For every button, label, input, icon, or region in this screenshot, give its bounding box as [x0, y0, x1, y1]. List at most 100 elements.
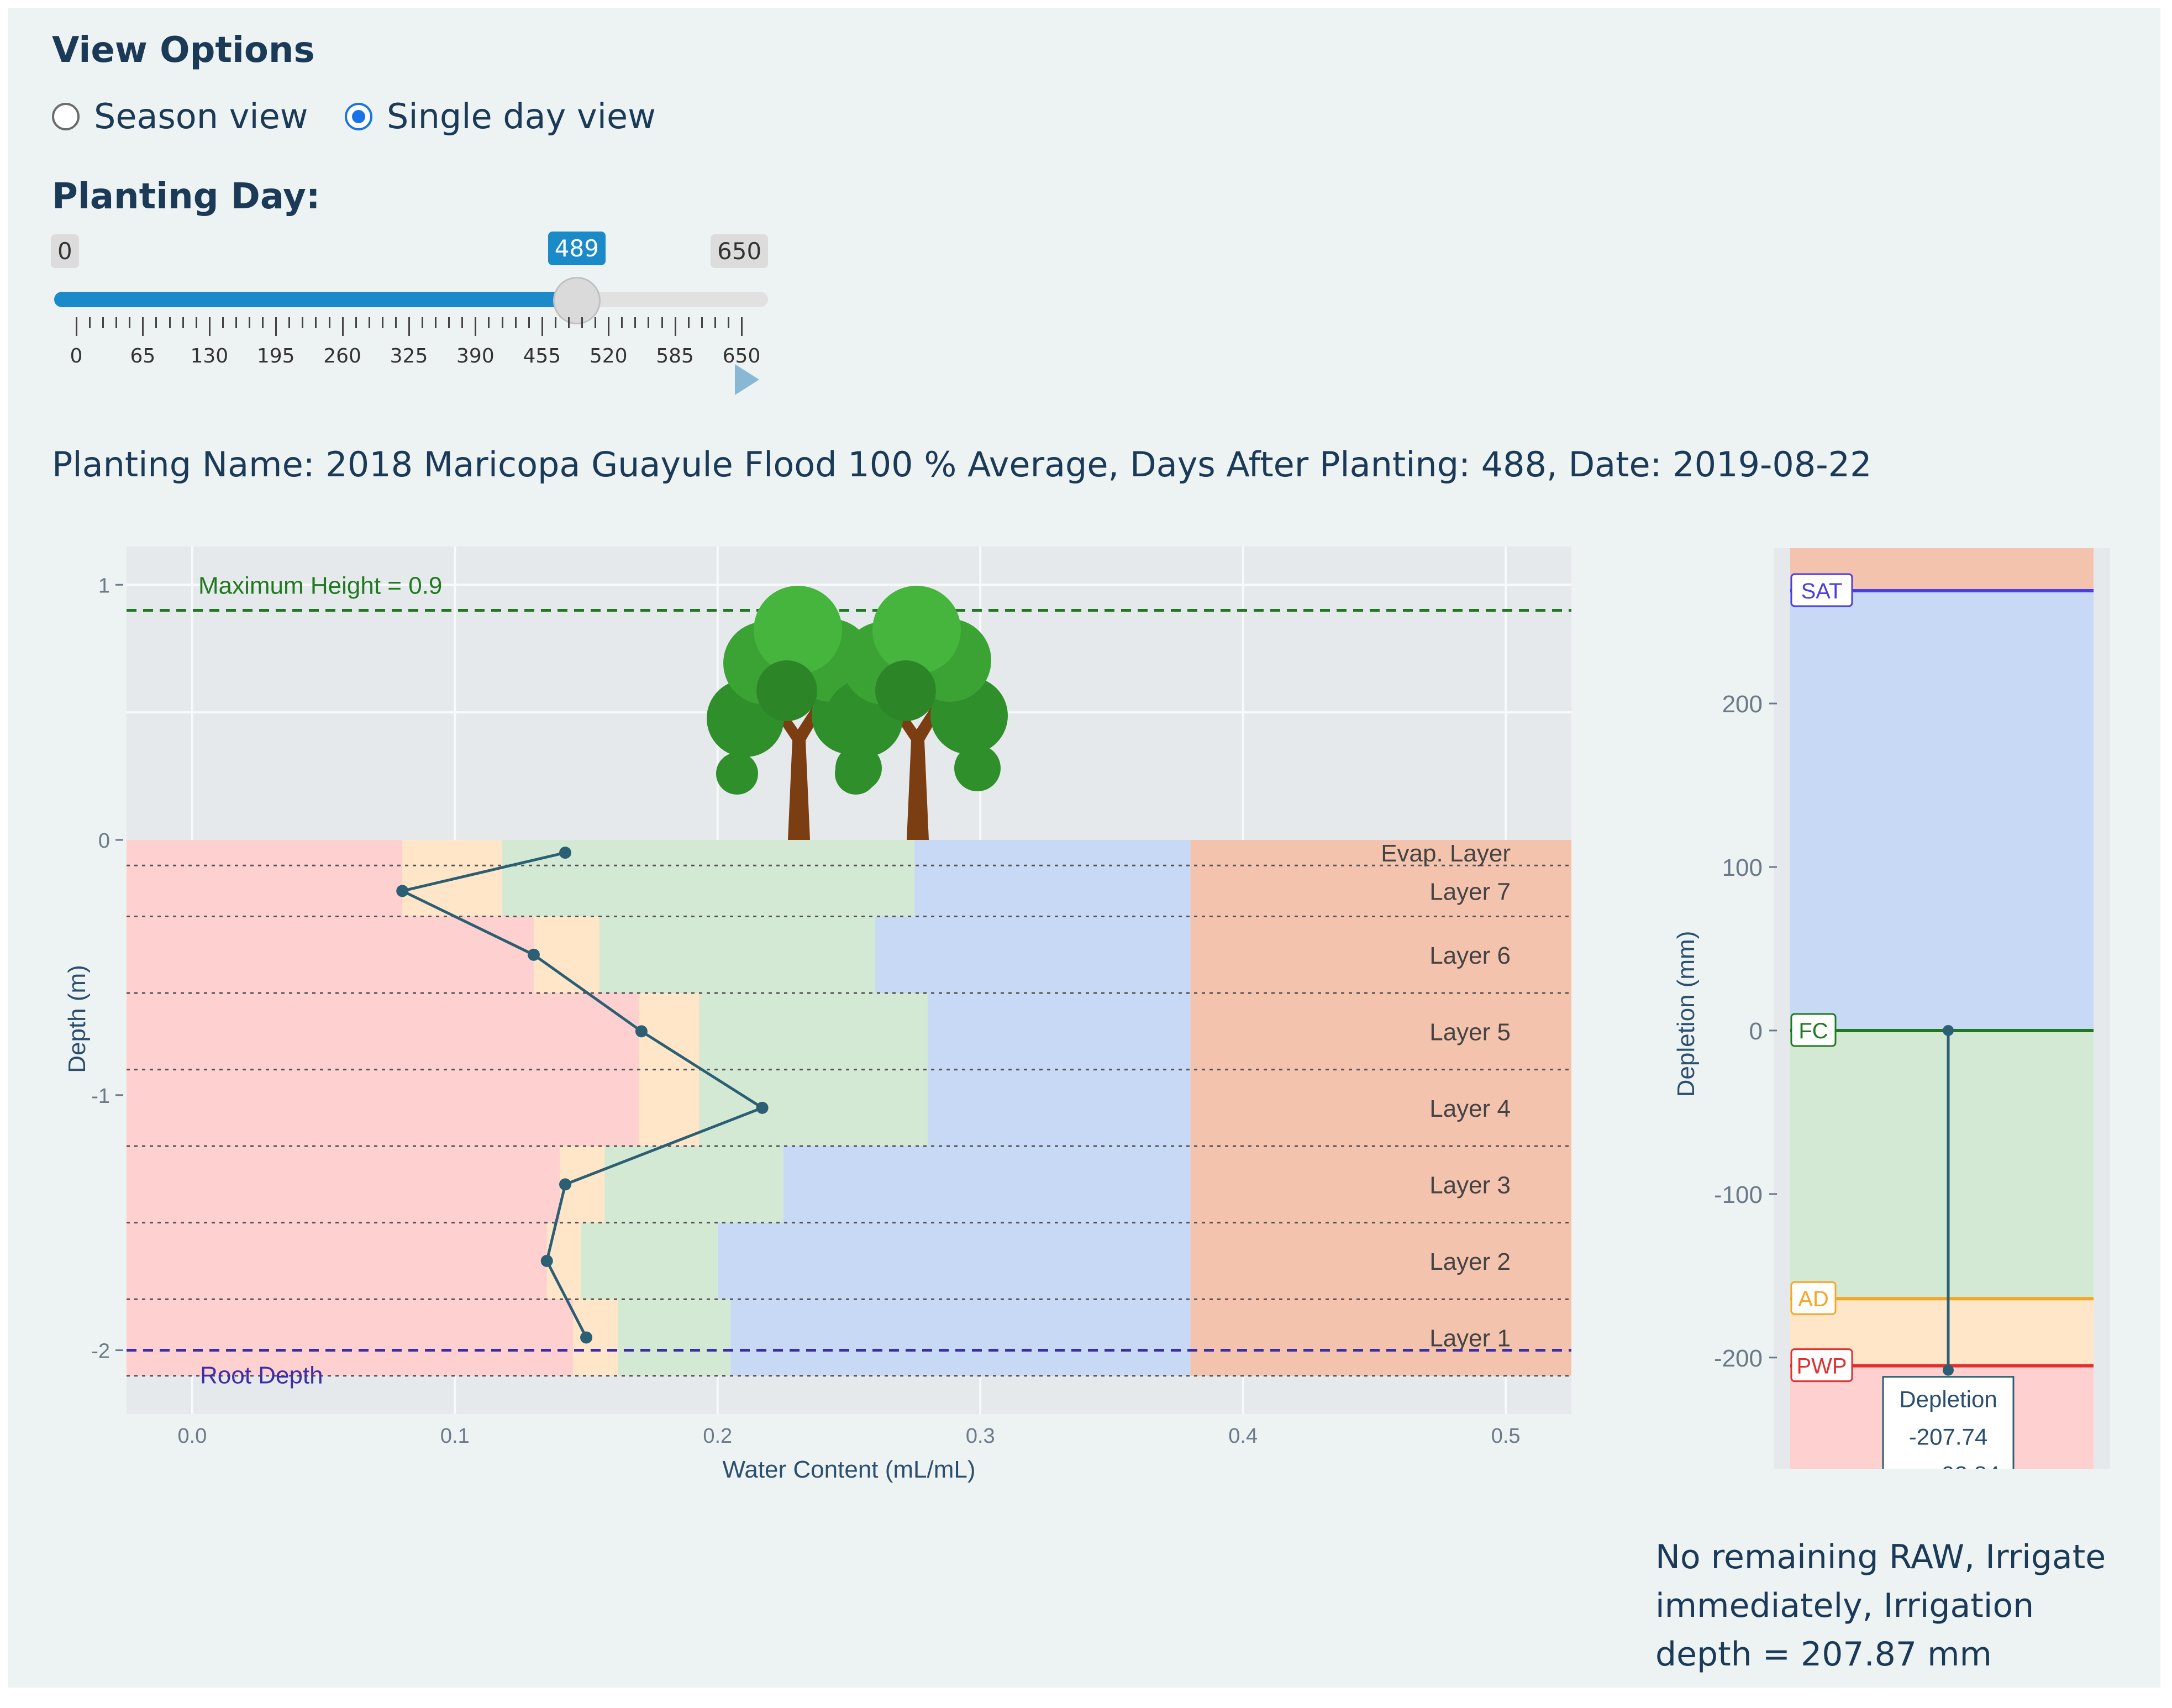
- slider-minor-tick: [368, 317, 370, 328]
- slider-minor-tick: [674, 317, 676, 336]
- slider-minor-tick: [621, 317, 623, 328]
- layer-label: Layer 5: [1429, 1018, 1511, 1045]
- slider-minor-tick: [249, 317, 251, 328]
- x-tick-label: 0.5: [1491, 1425, 1521, 1448]
- slider-tick-label: 455: [523, 345, 561, 367]
- slider-minor-tick: [129, 317, 131, 328]
- slider-minor-tick: [435, 317, 437, 328]
- slider-minor-tick: [395, 317, 397, 328]
- depletion-y-tick-label: 0: [1749, 1018, 1763, 1045]
- slider-minor-tick: [554, 317, 556, 328]
- x-tick-label: 0.3: [966, 1425, 995, 1448]
- layer-band: [1190, 840, 1571, 866]
- tree-part: [835, 753, 877, 795]
- layer-label: Evap. Layer: [1381, 840, 1511, 867]
- slider-tick-label: 195: [256, 345, 295, 367]
- water-content-point: [540, 1254, 553, 1267]
- slider-tick-label: 65: [130, 345, 156, 367]
- slider-minor-tick: [262, 317, 264, 328]
- layer-band: [1190, 1222, 1571, 1300]
- depletion-y-tick-label: -100: [1714, 1181, 1763, 1208]
- slider-minor-tick: [567, 317, 570, 328]
- slider-minor-tick: [448, 317, 450, 328]
- slider-tick-label: 260: [323, 345, 361, 367]
- slider-minor-tick: [461, 317, 464, 328]
- x-tick-label: 0.2: [703, 1425, 732, 1448]
- slider-minor-tick: [235, 317, 237, 328]
- layer-band: [1190, 1299, 1571, 1376]
- layer-band: [928, 1069, 1191, 1147]
- x-tick-label: 0.4: [1228, 1425, 1258, 1448]
- layer-band: [1190, 1069, 1571, 1147]
- single-day-view-label: Single day view: [387, 96, 656, 136]
- layer-band: [639, 1069, 700, 1147]
- slider-minor-tick: [155, 317, 157, 328]
- water-content-point: [527, 948, 540, 961]
- slider-minor-tick: [727, 317, 729, 328]
- tooltip-line: -207.74: [1909, 1424, 1987, 1450]
- slider-minor-tick: [581, 317, 583, 328]
- slider-minor-tick: [142, 317, 144, 336]
- root-depth-label: Root Depth: [200, 1362, 323, 1389]
- play-icon[interactable]: [735, 364, 759, 395]
- layer-band: [533, 916, 599, 994]
- layer-band: [127, 916, 534, 994]
- sat-band: [1790, 590, 2094, 1031]
- level-badge-ad: [1790, 1281, 1837, 1315]
- water-content-chart: 0.0 0.1 0.2 0.3 0.4 0.5 1 0 -1 -2 Evap. Layer Layer…: [64, 546, 2116, 1502]
- slider-minor-tick: [222, 317, 224, 328]
- y-tick-label: -1: [91, 1085, 110, 1108]
- depletion-y-tick-label: -200: [1714, 1345, 1763, 1372]
- x-axis-title: Water Content (mL/mL): [722, 1456, 975, 1483]
- irrigation-recommendation: No remaining RAW, Irrigate immediately, …: [1655, 1533, 2106, 1679]
- layer-label: Layer 2: [1429, 1248, 1511, 1275]
- slider-tick-label: 520: [589, 345, 628, 367]
- recommendation-line-1: No remaining RAW, Irrigate: [1655, 1538, 2106, 1576]
- tree-part: [754, 586, 842, 675]
- slider-minor-tick: [315, 317, 317, 328]
- slider-tick-label: 130: [190, 345, 229, 367]
- slider-tick-label: 325: [390, 345, 428, 367]
- planting-day-heading: Planting Day:: [52, 176, 320, 217]
- tree-part: [716, 753, 758, 795]
- planting-info-text: Planting Name: 2018 Maricopa Guayule Flo…: [52, 444, 1872, 485]
- layer-band: [599, 916, 876, 994]
- season-view-radio-option[interactable]: Season view: [52, 96, 308, 136]
- slider-tick-label: 650: [722, 345, 761, 367]
- layer-label: Layer 4: [1429, 1095, 1511, 1122]
- layer-band: [127, 840, 403, 866]
- layer-band: [402, 840, 502, 866]
- y-tick-label: 0: [98, 829, 110, 853]
- level-badge-label: FC: [1798, 1019, 1828, 1043]
- level-badge-fc: [1790, 1013, 1837, 1047]
- level-badge-label: PWP: [1796, 1354, 1847, 1379]
- slider-minor-tick: [408, 317, 410, 336]
- depletion-y-tick-label: 200: [1722, 691, 1763, 718]
- layer-label: Layer 6: [1429, 942, 1511, 969]
- layer-band: [699, 1069, 928, 1147]
- layer-band: [914, 840, 1191, 866]
- slider-minor-tick: [195, 317, 197, 328]
- slider-tick-label: 0: [70, 345, 83, 367]
- depletion-y-tick-label: 100: [1722, 854, 1763, 881]
- slider-handle[interactable]: [553, 277, 601, 324]
- tree-part: [954, 745, 1001, 792]
- slider-track[interactable]: [54, 292, 768, 307]
- slider-minor-tick: [528, 317, 530, 328]
- tree-icon: [825, 586, 1008, 840]
- layer-band: [127, 993, 639, 1070]
- slider-value-badge: 489: [548, 232, 606, 265]
- layer-band: [699, 993, 928, 1070]
- slider-tick-label: 390: [456, 345, 495, 367]
- slider-fill: [54, 292, 577, 307]
- slider-max-badge: 650: [711, 234, 769, 268]
- single-day-view-radio[interactable]: [345, 102, 372, 130]
- slider-minor-tick: [76, 317, 77, 336]
- slider-minor-tick: [355, 317, 357, 328]
- single-day-view-radio-option[interactable]: Single day view: [345, 96, 656, 136]
- water-content-point: [396, 885, 409, 897]
- season-view-radio[interactable]: [52, 102, 80, 130]
- slider-minor-tick: [182, 317, 184, 328]
- y-axis-title: Depth (m): [64, 965, 91, 1073]
- slider-minor-tick: [608, 317, 610, 336]
